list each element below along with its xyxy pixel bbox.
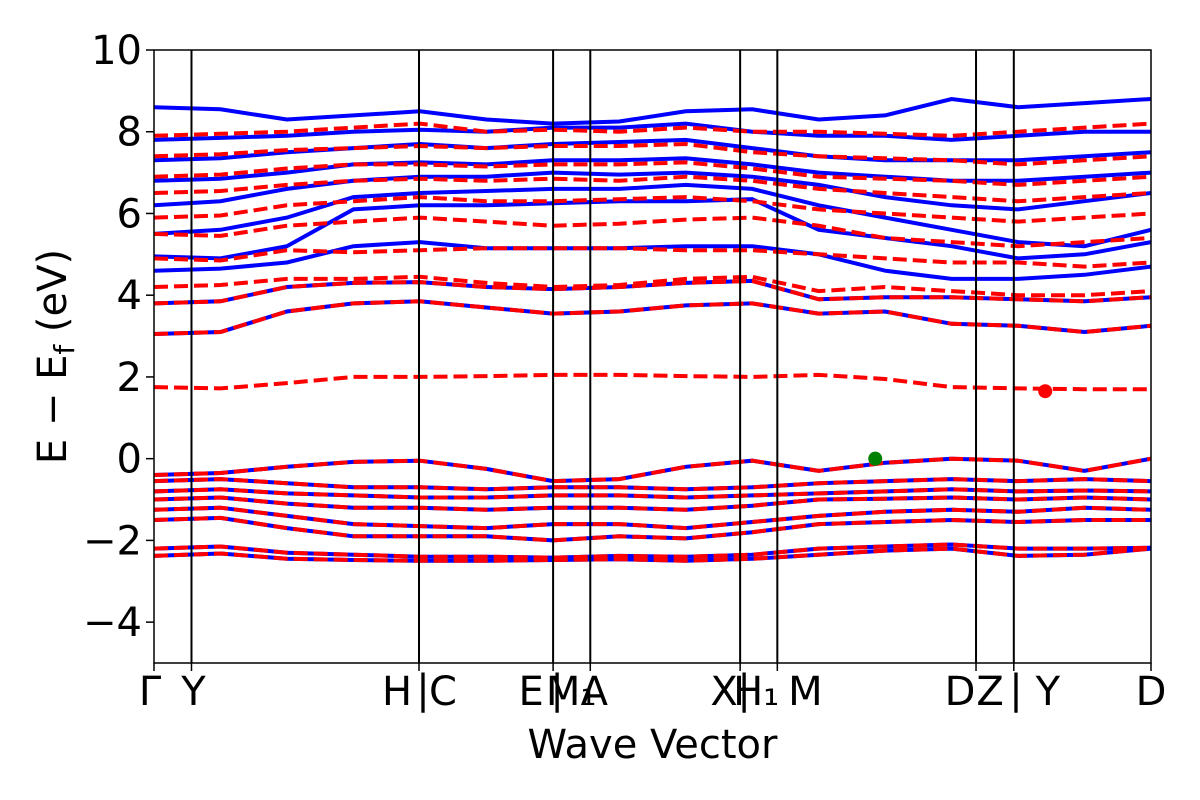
dashed-bands-group xyxy=(153,121,1152,563)
plot-frame xyxy=(153,49,1152,664)
solid-band-8 xyxy=(153,299,1152,336)
y-tick-label: −4 xyxy=(83,600,142,646)
dashed-band-13 xyxy=(153,215,1152,249)
x-tick-label: C xyxy=(429,669,457,715)
dashed-band-16 xyxy=(153,160,1152,187)
dashed-band-12 xyxy=(153,246,1152,269)
x-tick-label: H xyxy=(382,669,412,715)
y-axis-title-main: E − E xyxy=(30,355,76,465)
x-tick-label: D xyxy=(945,669,976,715)
solid-band-14 xyxy=(153,156,1152,183)
x-tick-label: E xyxy=(518,669,543,715)
solid-band-10 xyxy=(153,240,1152,281)
x-tick-label: D xyxy=(1136,669,1167,715)
dashed-band-0 xyxy=(153,546,1152,563)
extrema-markers xyxy=(868,384,1053,466)
x-tick-separator: | xyxy=(1009,667,1022,713)
dashed-band-1 xyxy=(153,542,1152,560)
y-tick-label: 2 xyxy=(117,355,142,401)
x-tick-label: H₁ xyxy=(733,669,779,715)
dashed-band-10 xyxy=(153,278,1152,306)
dashed-band-11 xyxy=(153,274,1152,298)
y-tick-label: 8 xyxy=(117,110,142,156)
kpoint-vertical-lines xyxy=(190,50,1015,663)
cbm-marker xyxy=(1038,384,1053,399)
dashed-band-17 xyxy=(153,141,1152,167)
y-tick-label: 0 xyxy=(117,437,142,483)
x-tick-separator: | xyxy=(550,667,563,713)
x-tick-separator: | xyxy=(416,667,429,713)
dashed-band-18 xyxy=(153,121,1152,138)
dashed-band-3 xyxy=(153,505,1152,531)
y-tick-label: 10 xyxy=(91,28,142,74)
x-tick-label: A xyxy=(581,669,609,715)
x-tick-label: M₁ xyxy=(546,669,597,715)
solid-band-17 xyxy=(153,96,1152,126)
y-tick-label: 6 xyxy=(117,191,142,237)
dashed-band-14 xyxy=(153,195,1152,224)
x-tick-separator: | xyxy=(737,667,750,713)
vbm-marker xyxy=(868,451,883,466)
solid-band-11 xyxy=(153,197,1152,261)
x-tick-label: M xyxy=(788,669,823,715)
y-axis-title: E − Ef (eV) xyxy=(30,249,81,464)
x-axis-ticks: Γ Y H C E M₁A XH₁ M D Z Y D| | | | xyxy=(139,663,1167,715)
y-tick-label: −2 xyxy=(83,518,142,564)
dashed-band-9 xyxy=(153,299,1152,336)
dashed-band-8 xyxy=(153,372,1151,392)
solid-band-16 xyxy=(153,121,1151,142)
dashed-band-4 xyxy=(153,495,1152,512)
dashed-band-5 xyxy=(153,487,1152,500)
x-tick-label: X xyxy=(710,669,737,715)
solid-band-12 xyxy=(153,182,1152,249)
dashed-band-2 xyxy=(153,515,1151,543)
x-tick-label: Y xyxy=(180,669,206,715)
y-axis-title-unit: (eV) xyxy=(30,249,76,345)
y-axis-ticks: −4 −2 0 2 4 6 8 10 xyxy=(83,28,154,646)
dashed-band-7 xyxy=(153,456,1152,484)
dashed-band-6 xyxy=(153,477,1152,492)
y-tick-label: 4 xyxy=(117,273,142,319)
y-axis-title-subscript: f xyxy=(48,344,81,355)
dashed-band-15 xyxy=(153,174,1152,204)
x-tick-label: Γ xyxy=(139,669,162,715)
x-tick-label: Y xyxy=(1035,669,1061,715)
x-axis-title: Wave Vector xyxy=(528,722,779,768)
x-tick-label: Z xyxy=(976,669,1003,715)
